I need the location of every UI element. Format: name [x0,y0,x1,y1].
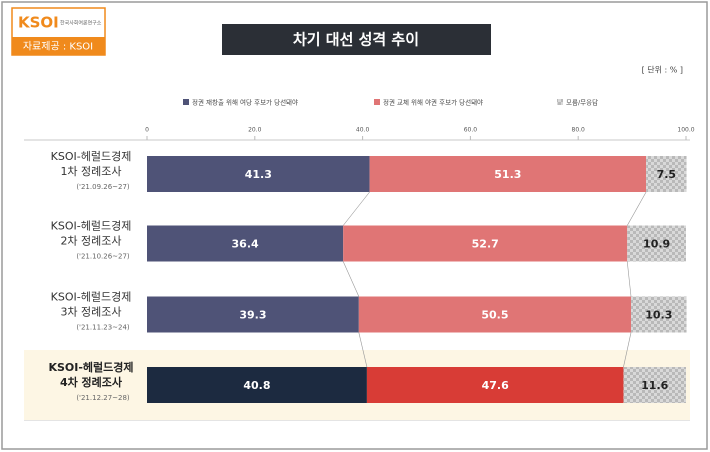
value-label: 36.4 [232,238,259,251]
bar-segment [646,156,687,192]
value-label: 40.8 [243,379,270,392]
x-tick-label: 60.0 [464,127,478,134]
bar-segment [631,296,687,333]
category-label: 1차 정례조사 [60,165,121,178]
title-box [222,24,491,55]
value-label: 47.6 [482,379,509,392]
value-label: 7.5 [657,168,677,181]
logo-subtitle: 한국사회여론연구소 [60,20,102,27]
connector [342,191,370,226]
bar-segment [358,296,632,333]
value-label: 10.9 [643,238,670,251]
bar-segment [343,225,628,262]
category-label: 3차 정례조사 [60,306,121,319]
category-label: KSOI-헤럴드경제 [51,291,132,304]
connector [626,261,632,297]
connector [623,332,632,368]
bar-segment [147,296,359,333]
bar-segment [366,367,624,403]
category-label: KSOI-헤럴드경제 [48,360,133,374]
category-label: KSOI-헤럴드경제 [51,150,132,163]
category-date: ('21.09.26~27) [76,183,130,191]
connector [342,261,360,297]
value-label: 41.3 [245,168,272,181]
source-bar [12,37,105,55]
bar-segment [147,156,370,192]
x-tick-label: 100.0 [677,127,694,134]
x-tick-label: 0 [145,127,149,134]
legend-label: 정권 교체 위해 야권 후보가 당선돼야 [383,98,483,107]
source: 자료제공 : KSOI [23,41,93,53]
value-label: 52.7 [472,238,499,251]
bar-segment [369,156,647,192]
category-date: ('21.11.23~24) [76,324,130,332]
logo: KSOI 한국사회여론연구소 자료제공 : KSOI [11,7,106,56]
x-tick-label: 20.0 [248,127,262,134]
unit-note: [ 단위 : % ] [642,65,683,75]
category-label: 2차 정례조사 [60,235,121,248]
chart-title: 차기 대선 성격 추이 [293,31,419,49]
bar-segment [147,367,367,403]
value-label: 39.3 [239,309,266,322]
legend-label: 정권 재창출 위해 여당 후보가 당선돼야 [192,98,298,107]
logo-name: KSOI [18,14,59,32]
x-tick-label: 40.0 [356,127,370,134]
category-date: ('21.12.27~28) [76,394,130,402]
x-tick-label: 80.0 [572,127,586,134]
category-label: KSOI-헤럴드경제 [51,220,132,233]
category-date: ('21.10.26~27) [76,253,130,261]
value-label: 11.6 [641,379,668,392]
value-label: 51.3 [494,168,521,181]
legend-swatch [557,99,563,105]
bar-segment [623,367,686,403]
legend-swatch [374,99,380,105]
bar-segment [627,225,686,262]
value-label: 50.5 [481,309,508,322]
connector [626,191,647,226]
category-label: 4차 정례조사 [60,375,123,389]
connector [358,332,368,368]
legend-label: 모름/무응답 [566,99,598,107]
bar-segment [147,225,344,262]
value-label: 10.3 [645,309,672,322]
legend-swatch [183,99,189,105]
